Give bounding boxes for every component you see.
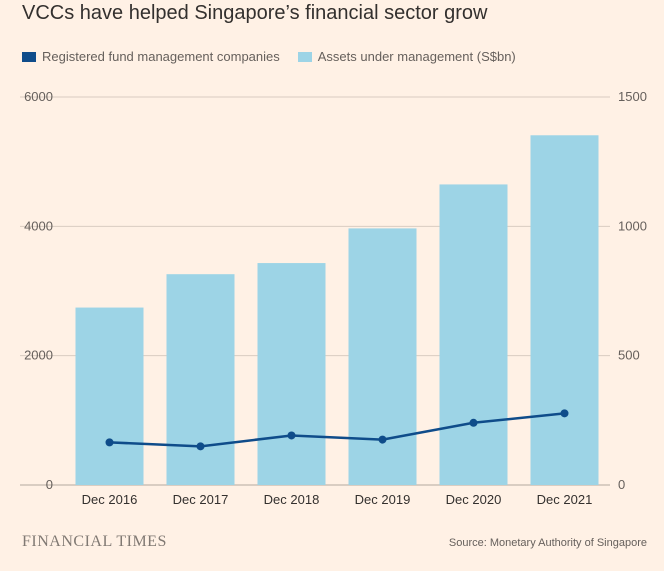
x-tick-label: Dec 2020: [446, 492, 502, 507]
y-right-tick-label: 1000: [618, 218, 647, 233]
bar-dec-2020: [439, 184, 508, 486]
y-right-tick-label: 500: [618, 348, 640, 363]
x-tick-label: Dec 2019: [355, 492, 411, 507]
chart-legend: Registered fund management companies Ass…: [22, 49, 516, 64]
line-point-dec-2020: [469, 418, 478, 427]
line-point-dec-2017: [196, 442, 205, 451]
line-point-dec-2021: [560, 409, 569, 418]
bar-dec-2019: [348, 228, 417, 486]
bar-dec-2021: [530, 135, 599, 486]
x-tick-label: Dec 2016: [82, 492, 138, 507]
y-left-tick-label: 4000: [24, 218, 53, 233]
y-right-tick-label: 1500: [618, 89, 647, 104]
legend-item-bar: Assets under management (S$bn): [297, 49, 516, 64]
bar-dec-2016: [75, 307, 144, 485]
line-point-dec-2019: [378, 435, 387, 444]
line-point-dec-2016: [105, 438, 114, 447]
legend-label-bar: Assets under management (S$bn): [317, 49, 516, 64]
legend-swatch-bar: [297, 51, 312, 62]
legend-label-line: Registered fund management companies: [42, 49, 280, 64]
x-tick-label: Dec 2018: [264, 492, 320, 507]
x-tick-label: Dec 2021: [537, 492, 593, 507]
ft-brand-logo: FINANCIAL TIMES: [22, 533, 167, 550]
y-right-tick-label: 0: [618, 477, 625, 492]
y-left-tick-label: 6000: [24, 89, 53, 104]
source-note: Source: Monetary Authority of Singapore: [448, 537, 647, 549]
bar-dec-2018: [257, 263, 326, 485]
chart-title: VCCs have helped Singapore’s financial s…: [22, 2, 488, 24]
y-left-tick-label: 2000: [24, 348, 53, 363]
x-tick-label: Dec 2017: [173, 492, 229, 507]
legend-item-line: Registered fund management companies: [22, 49, 280, 64]
line-point-dec-2018: [287, 431, 296, 440]
y-left-tick-label: 0: [46, 477, 53, 492]
bar-dec-2017: [166, 274, 235, 485]
legend-swatch-line: [22, 51, 36, 62]
line-series-fund-companies: [109, 412, 565, 448]
